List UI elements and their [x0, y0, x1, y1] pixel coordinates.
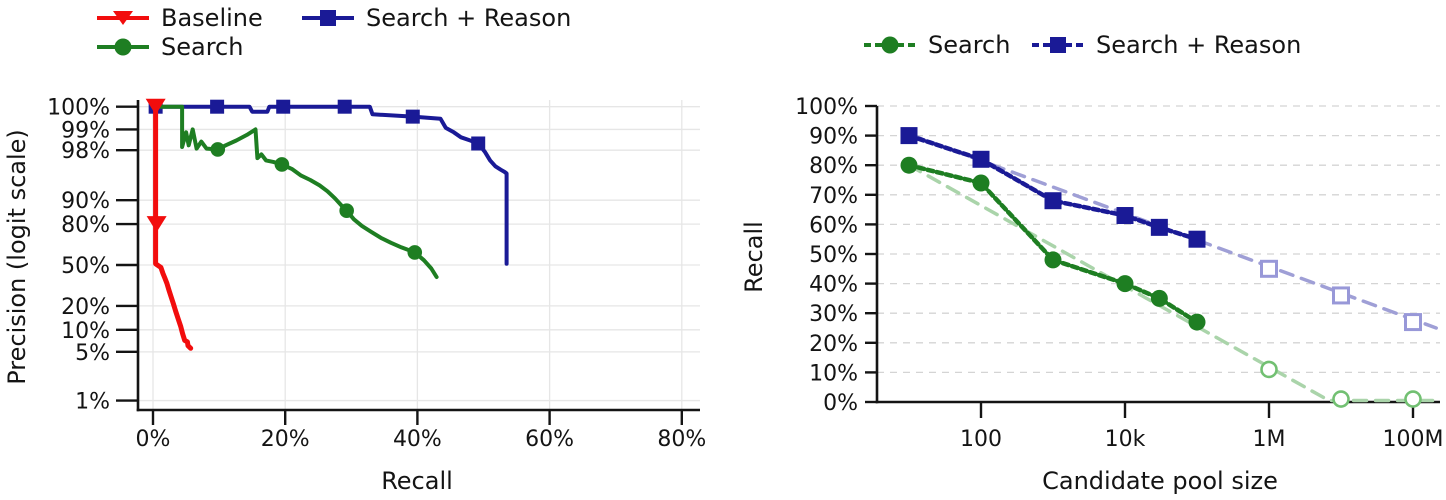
- x-tick-label: 1M: [1253, 427, 1286, 452]
- y-tick-label: 99%: [61, 118, 110, 143]
- chart-recall-vs-pool: 0% 10% 20% 30% 40% 50% 60% 70% 80% 90% 100% 100 10k 1…: [795, 95, 1443, 452]
- data-point-marker: [900, 156, 918, 174]
- data-point-marker: [146, 216, 167, 233]
- y-tick-label: 20%: [61, 295, 110, 320]
- y-tick-label: 10%: [61, 319, 110, 344]
- data-point-marker: [210, 99, 225, 114]
- legend-item-search-reason: Search + Reason: [1030, 32, 1301, 58]
- data-point-marker: [1404, 390, 1422, 408]
- x-tick-label: 80%: [657, 427, 706, 452]
- left-y-axis-label: Precision (logit scale): [3, 129, 31, 385]
- data-point-marker: [145, 98, 166, 115]
- data-point-marker: [1150, 218, 1168, 236]
- data-point-marker: [405, 109, 420, 124]
- search-circle-marker-icon: [97, 38, 149, 56]
- right-y-axis-label: Recall: [740, 221, 768, 293]
- legend-item-search: Search: [95, 34, 243, 60]
- data-point-marker: [1116, 275, 1134, 293]
- series-line-search: [151, 104, 439, 279]
- x-tick-label: 20%: [261, 427, 310, 452]
- legend-label: Search: [928, 31, 1011, 59]
- data-point-marker: [972, 150, 990, 168]
- data-point-marker: [276, 99, 291, 114]
- legend-label: Baseline: [161, 4, 263, 32]
- y-tick-label: 50%: [809, 243, 858, 268]
- y-tick-label: 40%: [809, 273, 858, 298]
- x-tick-label: 0%: [136, 427, 171, 452]
- y-tick-label: 80%: [809, 154, 858, 179]
- chart-precision-recall: 100%99%98%90%80%50%20%10%5%1%0% 20% 40% 60%…: [47, 96, 706, 452]
- right-x-axis-label: Candidate pool size: [1042, 467, 1278, 495]
- baseline-triangle-marker-icon: [97, 11, 149, 25]
- x-tick-label: 100M: [1383, 427, 1444, 452]
- data-point-marker: [1188, 313, 1206, 331]
- y-tick-label: 0%: [823, 391, 858, 416]
- data-point-marker: [274, 157, 290, 172]
- x-tick-label: 10k: [1105, 427, 1146, 452]
- data-point-marker: [210, 142, 226, 157]
- series-line-search-trend: [907, 163, 1438, 403]
- series-line-baseline: [153, 104, 194, 351]
- search-reason-square-marker-icon: [302, 10, 354, 26]
- search-circle-marker-icon: [864, 36, 916, 54]
- legend-label: Search + Reason: [1096, 31, 1302, 59]
- y-tick-label: 90%: [809, 125, 858, 150]
- data-point-marker: [1260, 259, 1278, 278]
- data-point-marker: [1150, 289, 1168, 307]
- y-tick-label: 100%: [795, 95, 858, 120]
- data-point-marker: [339, 203, 354, 219]
- data-point-marker: [471, 136, 486, 151]
- data-point-marker: [1332, 390, 1350, 408]
- left-x-axis-label: Recall: [381, 467, 453, 495]
- y-tick-label: 5%: [75, 341, 110, 366]
- y-tick-label: 80%: [61, 213, 110, 238]
- y-tick-label: 1%: [75, 390, 110, 415]
- data-point-marker: [1188, 230, 1206, 248]
- series-line-search-reason: [151, 104, 509, 266]
- legend-item-search-reason: Search + Reason: [300, 5, 571, 31]
- x-tick-label: 40%: [393, 427, 442, 452]
- data-point-marker: [1332, 286, 1350, 305]
- data-point-marker: [337, 99, 352, 114]
- data-point-marker: [1404, 313, 1422, 332]
- x-tick-label: 100: [960, 427, 1002, 452]
- y-tick-label: 98%: [61, 139, 110, 164]
- data-point-marker: [407, 245, 423, 260]
- data-point-marker: [1044, 192, 1062, 210]
- data-point-marker: [972, 174, 990, 192]
- search-reason-square-marker-icon: [1032, 37, 1084, 53]
- y-tick-label: 100%: [47, 96, 110, 121]
- y-tick-label: 10%: [809, 361, 858, 386]
- data-point-marker: [1044, 251, 1062, 269]
- y-tick-label: 90%: [61, 189, 110, 214]
- y-tick-label: 60%: [809, 213, 858, 238]
- y-tick-label: 30%: [809, 302, 858, 327]
- data-point-marker: [1260, 360, 1278, 379]
- legend-label: Search: [161, 33, 244, 61]
- legend-item-baseline: Baseline: [95, 5, 263, 31]
- x-tick-label: 60%: [525, 427, 574, 452]
- legend-item-search: Search: [862, 32, 1010, 58]
- y-tick-label: 20%: [809, 332, 858, 357]
- y-tick-label: 50%: [61, 254, 110, 279]
- legend-label: Search + Reason: [366, 4, 572, 32]
- data-point-marker: [900, 127, 918, 145]
- data-point-marker: [1116, 207, 1134, 225]
- y-tick-label: 70%: [809, 184, 858, 209]
